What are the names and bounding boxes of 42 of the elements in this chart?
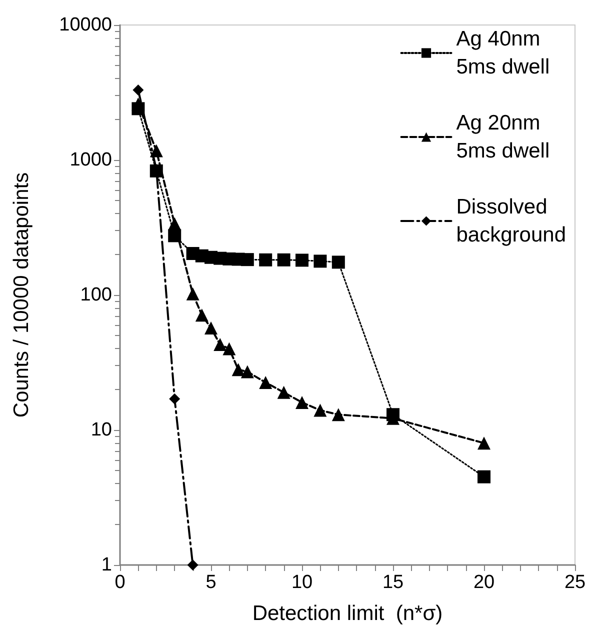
x-tick-label: 25 — [564, 572, 586, 593]
point — [232, 363, 245, 376]
x-tick-label: 20 — [473, 572, 495, 593]
point — [478, 436, 490, 450]
x-tick-label: 5 — [206, 572, 216, 593]
point — [214, 338, 227, 351]
point — [186, 287, 200, 300]
point — [277, 386, 290, 399]
y-tick-label: 1 — [101, 554, 112, 576]
point — [240, 253, 254, 266]
point — [259, 376, 272, 389]
x-tick-label: 15 — [382, 572, 404, 593]
point — [150, 144, 163, 158]
x-tick-label: 0 — [114, 572, 126, 593]
point — [169, 393, 180, 404]
y-tick-label: 10 — [90, 420, 112, 440]
point — [195, 308, 208, 322]
point — [187, 560, 198, 570]
point — [478, 470, 490, 484]
point — [332, 408, 345, 422]
point — [332, 256, 345, 269]
point — [259, 253, 272, 266]
y-tick-label: 1000 — [70, 150, 112, 170]
legend-label: Dissolved background — [456, 196, 566, 246]
point — [314, 404, 327, 417]
point — [296, 254, 308, 267]
legend-label: Ag 20nm 5ms dwell — [456, 112, 550, 162]
point — [277, 253, 290, 266]
point — [240, 365, 254, 378]
legend-label: Ag 40nm 5ms dwell — [456, 28, 550, 78]
x-tick-label: 10 — [291, 572, 313, 593]
point — [222, 342, 236, 356]
y-axis-title: Counts / 10000 datapoints — [10, 172, 33, 418]
point — [168, 217, 182, 230]
point — [314, 254, 327, 268]
y-tick-label: 100 — [80, 284, 112, 306]
x-axis-title: Detection limit (n*σ) — [252, 602, 443, 625]
y-tick-label: 10000 — [59, 14, 112, 36]
point — [204, 321, 218, 334]
point — [132, 84, 144, 96]
point — [296, 396, 308, 409]
point — [132, 97, 145, 110]
